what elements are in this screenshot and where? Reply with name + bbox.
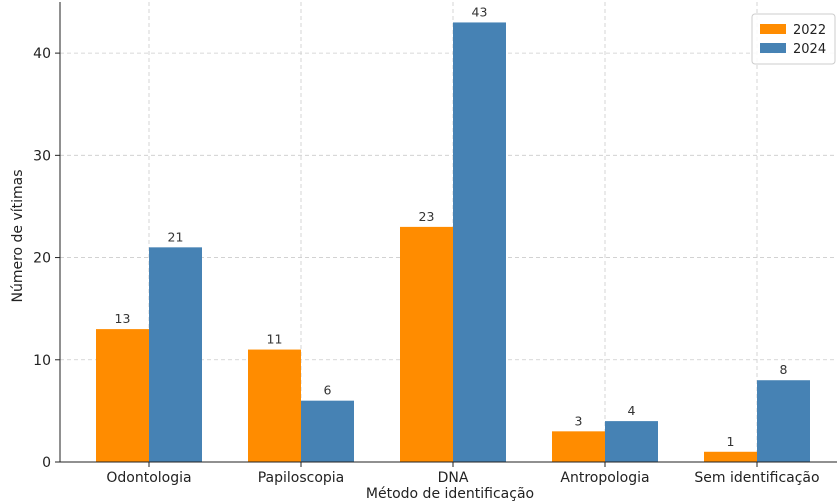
x-tick-label: DNA (438, 470, 469, 486)
bar-value-label: 13 (115, 311, 131, 326)
y-tick-label: 10 (33, 353, 51, 369)
legend: 2022 2024 (751, 13, 836, 65)
bar-value-label: 43 (472, 4, 488, 19)
y-tick-label: 20 (33, 251, 51, 267)
bar-2022 (400, 226, 453, 462)
y-tick-label: 40 (33, 46, 51, 62)
axes (55, 2, 837, 467)
bar-2024 (605, 421, 658, 462)
bar-value-label: 6 (324, 383, 332, 398)
legend-label: 2022 (793, 23, 826, 38)
x-tick-label: Odontologia (106, 470, 191, 486)
bar-2024 (453, 22, 506, 462)
x-axis-label: Método de identificação (366, 486, 534, 502)
y-tick-label: 0 (42, 455, 51, 471)
bar-value-label: 11 (267, 332, 283, 347)
bar-2022 (704, 451, 757, 462)
bar-value-label: 8 (780, 362, 788, 377)
legend-label: 2024 (793, 42, 826, 57)
x-tick-label: Antropologia (560, 470, 649, 486)
bar-2024 (301, 400, 354, 462)
x-tick-label: Papiloscopia (258, 470, 345, 486)
bar-2022 (552, 431, 605, 462)
bar-2022 (96, 329, 149, 462)
legend-swatch (760, 24, 786, 34)
bars (96, 22, 810, 462)
bar-value-label: 1 (727, 434, 735, 449)
x-tick-label: Sem identificação (694, 470, 819, 486)
bar-value-label: 3 (575, 413, 583, 428)
y-axis-label: Número de vítimas (10, 169, 26, 302)
y-tick-labels: 0 10 20 30 40 (33, 46, 51, 471)
x-tick-labels: Odontologia Papiloscopia DNA Antropologia Se… (106, 470, 819, 486)
legend-swatch (760, 43, 786, 53)
bar-value-label: 23 (419, 209, 435, 224)
bar-2024 (757, 380, 810, 462)
data-labels: 13 11 23 3 1 21 6 43 4 8 (115, 4, 788, 448)
y-tick-label: 30 (33, 148, 51, 164)
bar-2024 (149, 247, 202, 462)
bar-2022 (248, 349, 301, 462)
bar-value-label: 21 (168, 229, 184, 244)
bar-value-label: 4 (628, 403, 636, 418)
